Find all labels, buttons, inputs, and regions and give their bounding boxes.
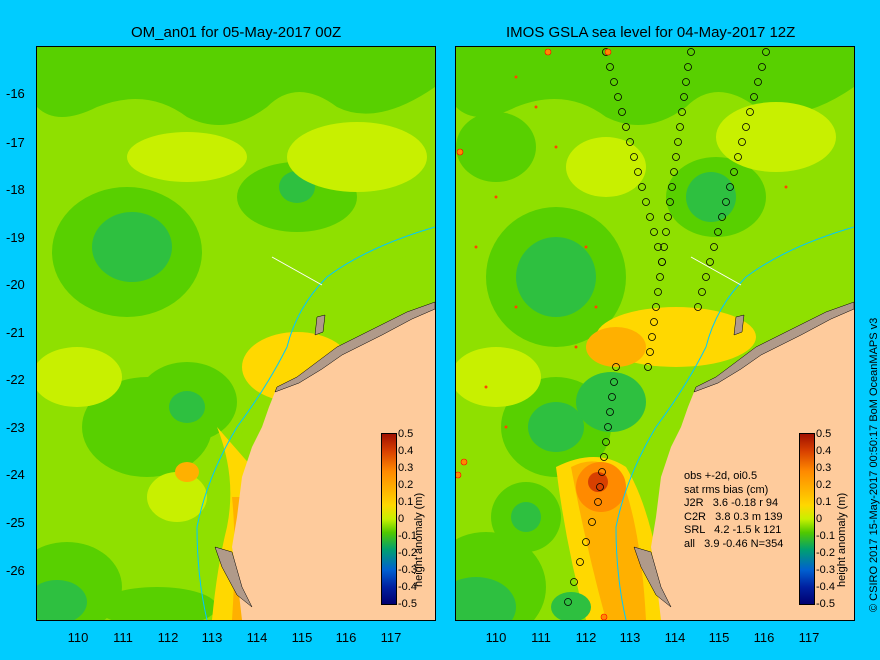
lon-tick-left-115: 115 — [291, 630, 313, 645]
lon-tick-right-113: 113 — [619, 630, 641, 645]
cb-left-tick-11: -0.5 — [398, 598, 417, 610]
right-map — [455, 46, 855, 621]
lon-tick-left-113: 113 — [201, 630, 223, 645]
right-panel-title: IMOS GSLA sea level for 04-May-2017 12Z — [506, 24, 796, 41]
stats-line-1: obs +-2d, oi0.5 — [684, 470, 758, 482]
lon-tick-left-111: 111 — [113, 630, 133, 645]
satellite-track-points — [564, 48, 770, 606]
lat-tick-11: -26 — [6, 563, 25, 578]
lon-tick-right-117: 117 — [798, 630, 820, 645]
lon-tick-left-112: 112 — [157, 630, 179, 645]
colorbar-right — [799, 433, 815, 605]
cb-right-tick-3: 0.3 — [816, 462, 832, 474]
lat-tick-10: -25 — [6, 515, 25, 530]
cb-left-tick-2: 0.4 — [398, 445, 414, 457]
lon-tick-right-110: 110 — [485, 630, 507, 645]
cb-left-tick-4: 0.2 — [398, 479, 414, 491]
satellite-stats: obs +-2d, oi0.5 sat rms bias (cm) J2R 3.… — [684, 470, 783, 551]
lon-tick-left-116: 116 — [335, 630, 357, 645]
stats-line-5: SRL 4.2 -1.5 k 121 — [684, 524, 782, 536]
cb-right-tick-11: -0.5 — [816, 598, 835, 610]
lat-tick-9: -24 — [6, 467, 25, 482]
cb-left-tick-1: 0.5 — [398, 428, 414, 440]
lon-tick-left-117: 117 — [380, 630, 402, 645]
colorbar-right-label: height anomaly (m) — [836, 492, 848, 587]
lon-tick-right-114: 114 — [664, 630, 686, 645]
lat-tick-7: -22 — [6, 372, 25, 387]
cb-left-tick-9: -0.3 — [398, 564, 417, 576]
cb-right-tick-8: -0.2 — [816, 547, 835, 559]
lon-tick-right-111: 111 — [531, 630, 551, 645]
cb-right-tick-6: 0 — [816, 513, 823, 525]
lon-tick-left-110: 110 — [67, 630, 89, 645]
cb-left-tick-8: -0.2 — [398, 547, 417, 559]
cb-right-tick-7: -0.1 — [816, 530, 835, 542]
cb-left-tick-5: 0.1 — [398, 496, 414, 508]
lon-tick-right-116: 116 — [753, 630, 775, 645]
left-panel-title: OM_an01 for 05-May-2017 00Z — [131, 24, 342, 41]
stats-line-3: J2R 3.6 -0.18 r 94 — [684, 497, 779, 509]
lon-tick-right-112: 112 — [575, 630, 597, 645]
lat-tick-1: -16 — [6, 86, 25, 101]
colorbar-left — [381, 433, 397, 605]
left-map — [36, 46, 436, 621]
lon-tick-right-115: 115 — [708, 630, 730, 645]
cb-right-tick-2: 0.4 — [816, 445, 832, 457]
lon-tick-left-114: 114 — [246, 630, 268, 645]
lat-tick-5: -20 — [6, 277, 25, 292]
cb-left-tick-6: 0 — [398, 513, 405, 525]
stats-line-6: all 3.9 -0.46 N=354 — [684, 537, 784, 550]
cb-right-tick-4: 0.2 — [816, 479, 832, 491]
cb-left-tick-7: -0.1 — [398, 530, 417, 542]
cb-right-tick-10: -0.4 — [816, 581, 835, 593]
lat-tick-4: -19 — [6, 230, 25, 245]
credit-text: © CSIRO 2017 15-May-2017 00:50:17 BoM Oc… — [868, 317, 880, 612]
cb-right-tick-1: 0.5 — [816, 428, 832, 440]
cb-right-tick-9: -0.3 — [816, 564, 835, 576]
lat-tick-3: -18 — [6, 182, 25, 197]
cb-left-tick-3: 0.3 — [398, 462, 414, 474]
lat-tick-6: -21 — [6, 325, 25, 340]
stats-line-2: sat rms bias (cm) — [684, 483, 769, 496]
cb-left-tick-10: -0.4 — [398, 581, 417, 593]
cb-right-tick-5: 0.1 — [816, 496, 832, 508]
lat-tick-8: -23 — [6, 420, 25, 435]
stats-line-4: C2R 3.8 0.3 m 139 — [684, 510, 783, 523]
lat-tick-2: -17 — [6, 135, 25, 150]
